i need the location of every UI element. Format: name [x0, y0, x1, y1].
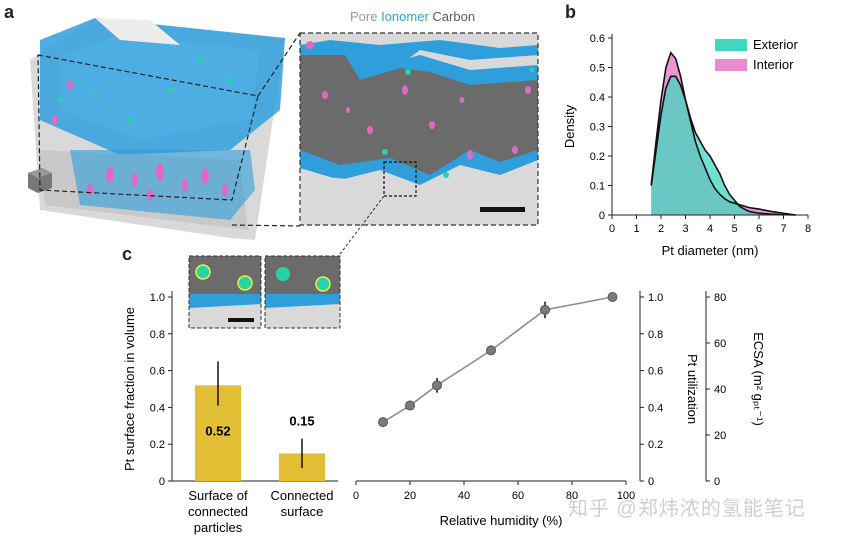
line-x-tick-label: 100: [617, 490, 635, 502]
x-tick-label: 6: [756, 223, 762, 235]
line-x-tick-label: 80: [566, 490, 578, 502]
utilization-axis-label: Pt utilization: [685, 354, 700, 424]
legend-pore: Pore: [350, 9, 378, 24]
cross-section-inset: [299, 32, 539, 255]
y-tick-label: 0.1: [590, 181, 605, 193]
line-x-tick-label: 60: [512, 490, 524, 502]
legend-label-interior: Interior: [753, 57, 794, 72]
bar-category-label: Surface of: [188, 488, 248, 503]
bar-category-label: surface: [281, 504, 324, 519]
line-x-axis-label: Relative humidity (%): [440, 513, 563, 528]
y-tick-label: 0.3: [590, 122, 605, 134]
bar-y-tick-label: 0.2: [150, 439, 165, 451]
line-x-tick-label: 0: [353, 490, 359, 502]
ecsa-tick-label: 80: [714, 292, 726, 304]
series-interior-line: [650, 51, 796, 216]
x-tick-label: 5: [731, 223, 737, 235]
x-axis-label: Pt diameter (nm): [662, 243, 759, 258]
utilization-point: [405, 400, 415, 411]
y-tick-label: 0.5: [590, 63, 605, 75]
utilization-point: [486, 345, 496, 356]
bar-category-label: connected: [188, 504, 248, 519]
bar-y-tick-label: 0.8: [150, 329, 165, 341]
legend-ionomer: Ionomer: [381, 9, 429, 24]
bar-y-axis-label: Pt surface fraction in volume: [122, 307, 137, 471]
slice-plane: [37, 32, 301, 227]
utilization-tick-label: 0.2: [648, 439, 663, 451]
y-tick-label: 0.4: [590, 92, 605, 104]
bar-y-tick-label: 0.6: [150, 366, 165, 378]
utilization-tick-label: 1.0: [648, 292, 663, 304]
ecsa-tick-label: 0: [714, 476, 720, 488]
y-tick-label: 0.2: [590, 151, 605, 163]
phase-legend: Pore Ionomer Carbon: [350, 9, 475, 24]
x-tick-label: 0: [609, 223, 615, 235]
x-tick-label: 4: [707, 223, 713, 235]
utilization-tick-label: 0.6: [648, 366, 663, 378]
line-x-tick-label: 20: [404, 490, 416, 502]
x-tick-label: 8: [805, 223, 811, 235]
ecsa-tick-label: 40: [714, 384, 726, 396]
ecsa-tick-label: 20: [714, 430, 726, 442]
ecsa-axis-label: ECSA (m² gₚₜ⁻¹): [751, 332, 766, 426]
x-tick-label: 7: [780, 223, 786, 235]
utilization-point: [432, 380, 442, 391]
legend-swatch-interior: [715, 59, 747, 71]
bar-value-label: 0.15: [289, 413, 314, 428]
bar-value-label: 0.52: [205, 423, 230, 438]
x-tick-label: 1: [633, 223, 639, 235]
x-tick-label: 2: [658, 223, 664, 235]
tomography-volume: [28, 18, 285, 240]
bar-y-tick-label: 0: [159, 476, 165, 488]
legend-swatch-exterior: [715, 39, 747, 51]
panel-label-a: a: [4, 2, 15, 22]
x-tick-label: 3: [682, 223, 688, 235]
utilization-tick-label: 0.8: [648, 329, 663, 341]
bar-y-tick-label: 1.0: [150, 292, 165, 304]
utilization-point: [378, 417, 388, 428]
inset-connected-surface: [264, 255, 341, 329]
line-x-tick-label: 40: [458, 490, 470, 502]
y-tick-label: 0: [599, 210, 605, 222]
watermark: 知乎 @郑炜浓的氢能笔记: [568, 498, 806, 520]
inset-connected-particles: [188, 255, 262, 329]
bar-category-label: Connected: [271, 488, 334, 503]
utilization-tick-label: 0.4: [648, 402, 663, 414]
legend-label-exterior: Exterior: [753, 37, 798, 52]
ecsa-tick-label: 60: [714, 338, 726, 350]
panel-label-c: c: [122, 244, 133, 264]
series-exterior-line: [650, 75, 796, 216]
bar-category-label: particles: [194, 520, 243, 535]
utilization-tick-label: 0: [648, 476, 654, 488]
legend-carbon: Carbon: [432, 9, 476, 24]
bar-y-tick-label: 0.4: [150, 402, 165, 414]
utilization-point: [540, 304, 550, 315]
utilization-line: [382, 296, 613, 423]
y-tick-label: 0.6: [590, 33, 605, 45]
utilization-point: [607, 292, 618, 302]
y-axis-label: Density: [562, 104, 577, 148]
panel-label-b: b: [565, 2, 576, 22]
